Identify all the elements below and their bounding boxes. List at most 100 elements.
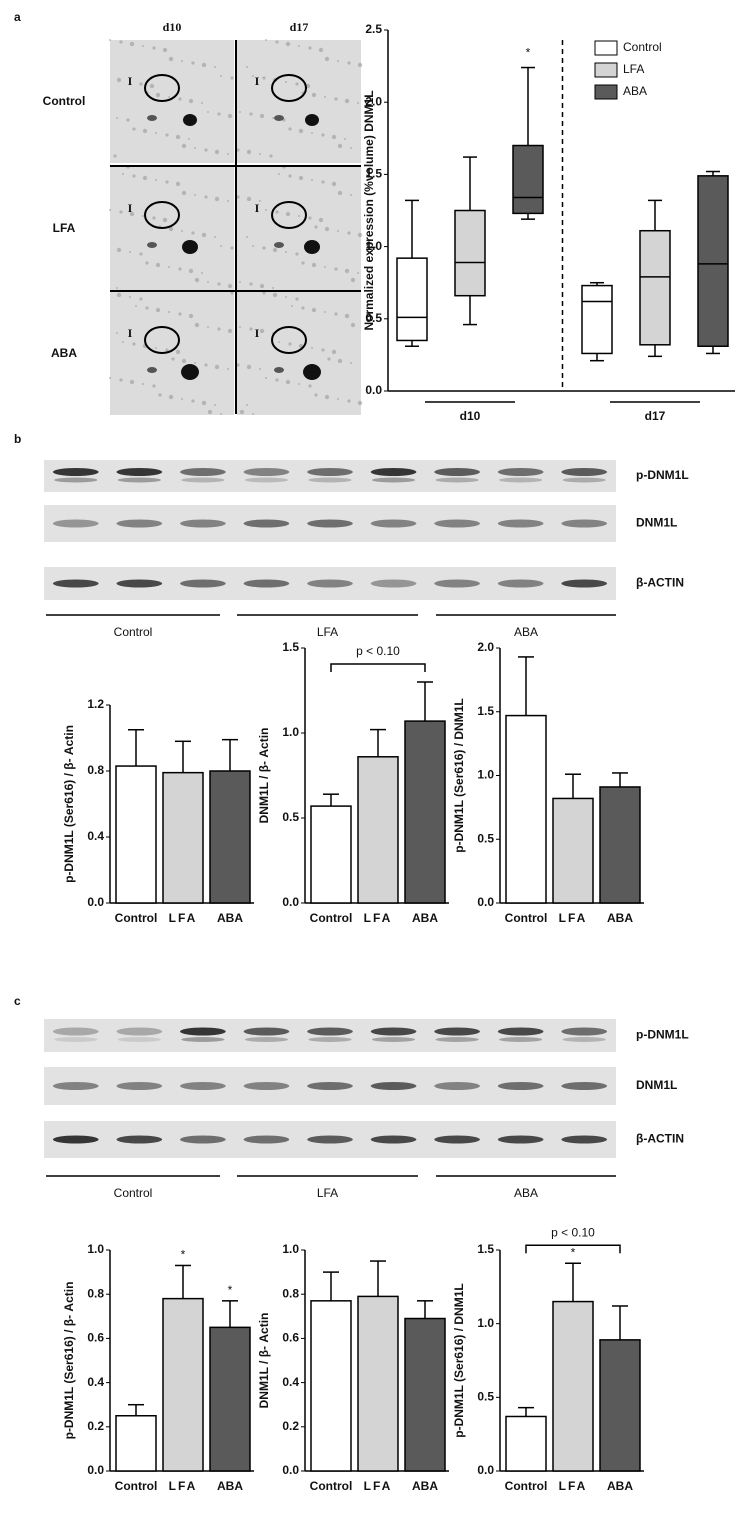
- gel-speck: [191, 399, 195, 403]
- gel-speck: [113, 154, 117, 158]
- gel-speck: [275, 378, 279, 382]
- blot-band: [243, 519, 290, 528]
- blot-row-label: β-ACTIN: [636, 576, 684, 590]
- gel-speck: [175, 349, 181, 355]
- gel-speck: [142, 175, 148, 181]
- gel-speck: [298, 215, 300, 217]
- x-tick-label: ABA: [607, 1479, 633, 1493]
- blot-band: [181, 1037, 225, 1042]
- y-tick-label: 0.8: [87, 763, 104, 777]
- blot-band: [116, 519, 163, 528]
- blot-band: [180, 1082, 226, 1090]
- blot-band: [307, 519, 353, 528]
- gel-speck: [331, 349, 337, 355]
- y-tick-label: 1.2: [87, 697, 104, 711]
- bar: [162, 771, 204, 904]
- bar: [552, 797, 594, 904]
- blot-band: [434, 1135, 480, 1144]
- gel-speck: [334, 312, 338, 316]
- gel-speck: [324, 56, 330, 62]
- gel-speck: [119, 210, 123, 214]
- y-tick-label: 1.0: [282, 725, 299, 739]
- gel-speck: [285, 296, 287, 298]
- gel-speck: [347, 231, 351, 235]
- gel-speck: [220, 413, 222, 415]
- y-tick-label: 0.4: [87, 829, 104, 843]
- gel-speck: [171, 357, 175, 361]
- group-label: Control: [114, 1186, 153, 1200]
- gel-speck: [201, 272, 203, 274]
- x-tick-label: ABA: [607, 911, 633, 925]
- gel-speck: [181, 230, 183, 232]
- gel-speck: [165, 348, 169, 352]
- gel-speck: [239, 326, 241, 328]
- gel-speck: [204, 195, 208, 199]
- blot-band: [243, 1135, 290, 1144]
- x-tick-label: Control: [505, 911, 548, 925]
- gel-speck: [324, 96, 326, 98]
- gel-speck: [262, 291, 266, 295]
- gel-row-label: LFA: [53, 221, 76, 235]
- annotation: p < 0.10: [356, 644, 400, 658]
- blot-band: [307, 1135, 353, 1144]
- gel-speck: [337, 398, 339, 400]
- blot-band: [497, 1135, 544, 1144]
- gel-speck: [155, 179, 157, 181]
- gel-spot: [304, 240, 320, 254]
- gel-speck: [308, 46, 312, 50]
- gel-speck: [324, 311, 326, 313]
- gel-speck: [181, 190, 187, 196]
- x-tick-label: ABA: [217, 1479, 243, 1493]
- gel-marker: I: [128, 74, 133, 88]
- annotation: *: [571, 1245, 576, 1259]
- gel-speck: [220, 245, 222, 247]
- blot-row-label: DNM1L: [636, 516, 677, 530]
- y-tick-label: 1.5: [282, 640, 299, 654]
- gel-speck: [155, 92, 161, 98]
- legend-swatch: [594, 84, 618, 100]
- y-axis-label: p-DNM1L (Ser616) / β- Actin: [62, 1282, 76, 1440]
- gel-speck: [181, 358, 187, 364]
- bar: [552, 1300, 594, 1472]
- group-label: Control: [114, 625, 153, 639]
- gel-speck: [350, 277, 356, 283]
- gel-marker: I: [128, 201, 133, 215]
- y-tick-label: 1.0: [87, 1242, 104, 1256]
- gel-speck: [285, 81, 287, 83]
- gel-speck: [214, 196, 220, 202]
- gel-speck: [344, 138, 346, 140]
- y-axis-label: DNM1L / β- Actin: [257, 728, 271, 824]
- gel-speck: [129, 379, 135, 385]
- y-tick-label: 1.5: [477, 704, 494, 718]
- gel-speck: [337, 143, 343, 149]
- gel-row-label: ABA: [51, 346, 77, 360]
- blot-band: [497, 468, 544, 476]
- blot-band: [561, 1027, 608, 1036]
- blot-band: [497, 1027, 544, 1036]
- gel-spot: [305, 114, 319, 126]
- gel-speck: [318, 217, 324, 223]
- x-tick-label: LFA: [169, 1479, 198, 1493]
- gel-circle: [144, 326, 180, 354]
- gel-speck: [145, 261, 149, 265]
- blot-band: [117, 1037, 161, 1042]
- gel-speck: [116, 287, 118, 289]
- gel-speck: [227, 153, 229, 155]
- gel-speck: [119, 378, 123, 382]
- gel-speck: [344, 313, 350, 319]
- gel-speck: [311, 347, 313, 349]
- blot-band: [52, 519, 99, 528]
- blot-band: [435, 1037, 479, 1042]
- gel-speck: [246, 364, 252, 370]
- y-tick-label: 1.0: [365, 239, 382, 253]
- gel-speck: [265, 209, 267, 211]
- blot-band: [307, 1027, 353, 1036]
- blot-band: [370, 468, 417, 476]
- gel-speck: [132, 127, 136, 131]
- gel-speck: [178, 267, 182, 271]
- gel-speck: [207, 409, 213, 415]
- gel-speck: [194, 277, 200, 283]
- y-tick-label: 0.0: [282, 895, 299, 909]
- gel-speck: [181, 398, 183, 400]
- gel-speck: [119, 40, 123, 44]
